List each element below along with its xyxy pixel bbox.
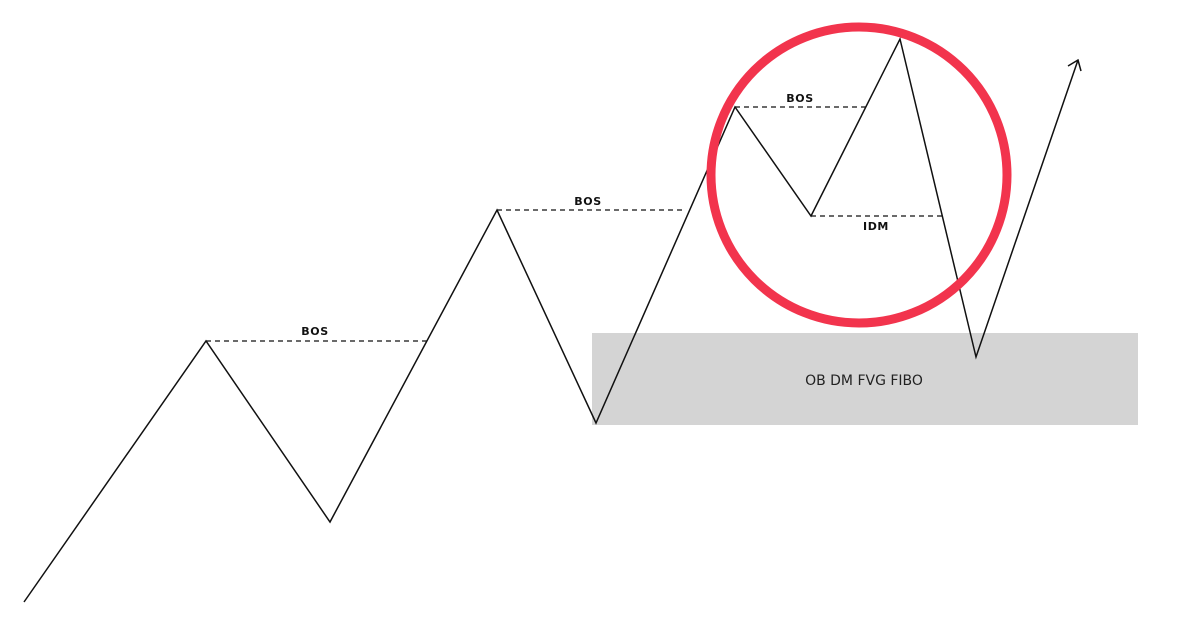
poi-zone <box>592 333 1138 425</box>
price-path <box>23 36 1079 603</box>
bos-label-1: BOS <box>301 325 328 338</box>
bos-label-3: BOS <box>786 92 813 105</box>
bos-label-2: BOS <box>574 195 601 208</box>
highlight-circle <box>706 22 1012 328</box>
poi-zone-label: OB DM FVG FIBO <box>805 373 923 389</box>
arrow-head-icon <box>1067 58 1082 72</box>
idm-label: IDM <box>863 220 889 233</box>
